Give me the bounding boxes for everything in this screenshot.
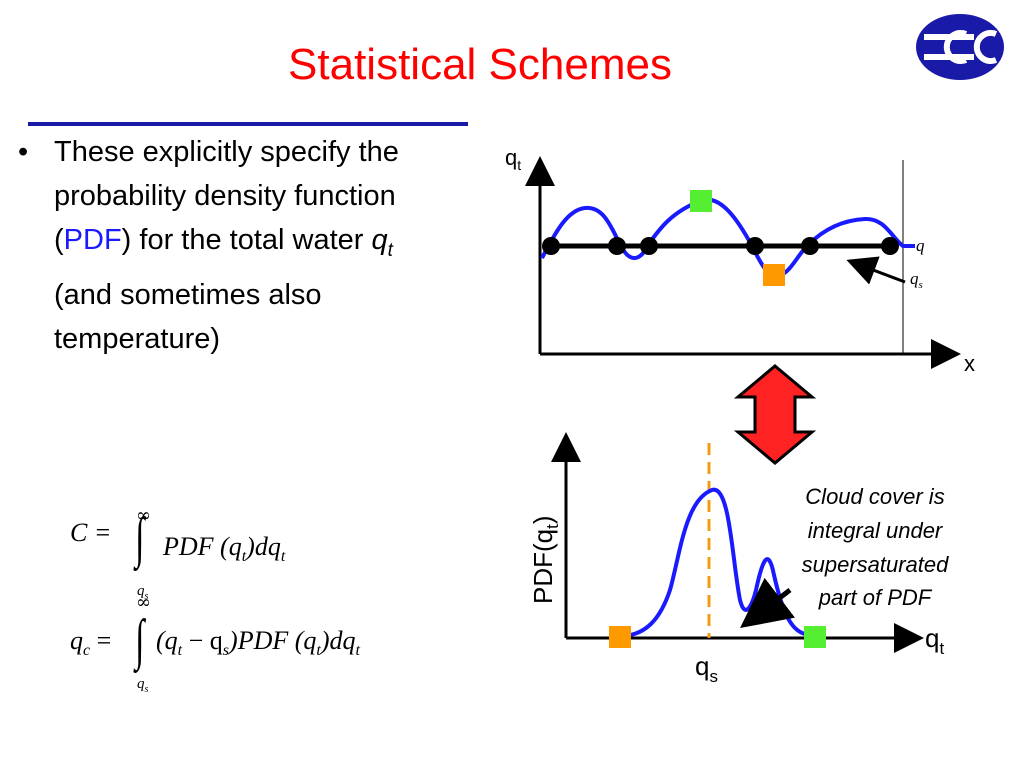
qt-symbol: qt xyxy=(371,224,393,261)
bullet-text: These explicitly specify the probability… xyxy=(54,136,399,355)
top-y-label: qt xyxy=(505,145,521,173)
annotation-line: Cloud cover is xyxy=(805,484,944,509)
min-marker xyxy=(609,626,631,648)
bullet-symbol: • xyxy=(18,136,29,168)
top-plot: qt x q qs xyxy=(505,145,975,376)
q-label: q xyxy=(916,236,925,255)
cloud-cover-equation: C = xyxy=(70,518,112,547)
qs-label: qs xyxy=(910,269,923,291)
qs-tick-label: qs xyxy=(695,651,718,686)
crossing-point xyxy=(801,237,819,255)
crossing-point xyxy=(881,237,899,255)
pdf-y-label: PDF(qt) xyxy=(528,515,562,604)
annotation-line: supersaturated xyxy=(802,552,950,577)
eq2-upper-limit: ∞ xyxy=(136,592,151,613)
condensate-equation: qc = xyxy=(70,626,112,660)
pointer-arrow-icon xyxy=(846,256,906,285)
eq2-lower-limit: qs xyxy=(137,676,149,695)
annotation-line: part of PDF xyxy=(818,585,933,610)
title-underline xyxy=(28,122,468,126)
eq1-upper-limit: ∞ xyxy=(136,505,151,526)
eq1-integrand: PDF (qt)dqt xyxy=(163,532,286,566)
max-marker xyxy=(804,626,826,648)
pdf-curve xyxy=(619,487,816,638)
min-marker xyxy=(763,264,785,286)
double-arrow-icon xyxy=(733,364,817,465)
pointer-arrow-icon xyxy=(740,577,795,629)
bottom-plot: PDF(qt) qt qs Cloud cover is integral un… xyxy=(528,432,950,686)
crossing-point xyxy=(746,237,764,255)
cloud-cover-annotation: Cloud cover is integral under supersatur… xyxy=(802,484,950,610)
crossing-point xyxy=(640,237,658,255)
eq2-integral-sign: ∫ xyxy=(135,609,145,671)
top-x-label: x xyxy=(964,351,975,376)
qt-curve xyxy=(540,197,915,279)
pdf-highlight: PDF xyxy=(63,224,122,256)
max-marker xyxy=(690,190,712,212)
page-title: Statistical Schemes xyxy=(288,40,672,89)
crossing-point xyxy=(608,237,626,255)
bullet-point: • These explicitly specify the probabili… xyxy=(18,130,458,361)
ecmwf-logo-icon xyxy=(916,14,1004,80)
eq1-integral-sign: ∫ xyxy=(135,507,145,569)
eq2-integrand: (qt − qs)PDF (qt)dqt xyxy=(156,626,360,660)
eq1-lower-limit: qs xyxy=(137,583,149,602)
crossing-point xyxy=(542,237,560,255)
annotation-line: integral under xyxy=(808,518,944,543)
pdf-x-label: qt xyxy=(925,623,944,658)
